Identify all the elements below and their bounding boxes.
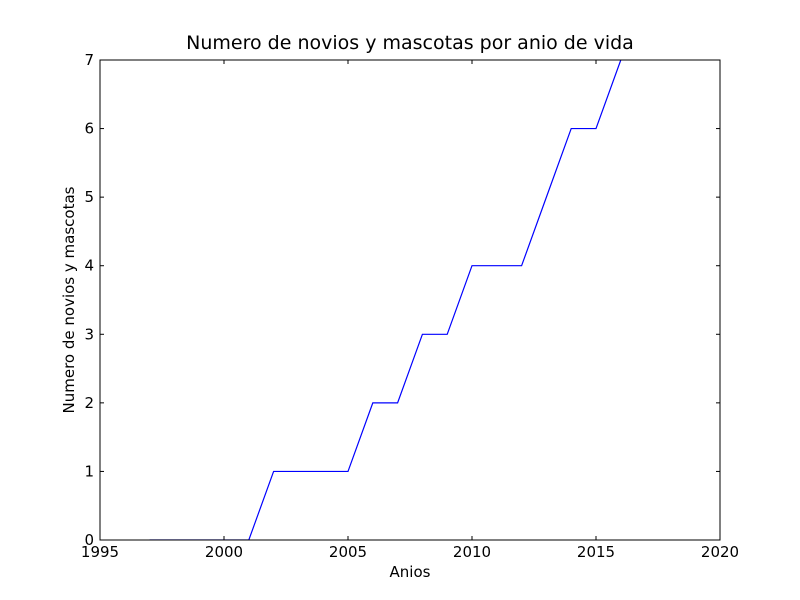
chart-title: Numero de novios y mascotas por anio de … (186, 32, 634, 54)
x-tick-label: 2005 (329, 543, 367, 561)
y-tick-label: 7 (84, 51, 94, 69)
plot-area: 1995 2000 2005 2010 2015 2020 0 1 2 3 4 5 6 7 (81, 51, 739, 561)
x-tick-label: 2000 (205, 543, 243, 561)
x-tick-label: 2015 (577, 543, 615, 561)
x-tick-label: 2020 (701, 543, 739, 561)
y-tick-label: 2 (84, 394, 94, 412)
y-tick-label: 5 (84, 188, 94, 206)
y-tick-label: 1 (84, 462, 94, 480)
x-axis-label: Anios (390, 563, 431, 581)
y-tick-label: 6 (84, 120, 94, 138)
y-axis-label: Numero de novios y mascotas (60, 186, 78, 413)
axes-frame (99, 59, 721, 541)
y-tick-label: 3 (84, 325, 94, 343)
series-line-0 (149, 60, 622, 540)
x-tick-label: 1995 (81, 543, 119, 561)
y-tick-label: 0 (84, 531, 94, 549)
y-tick-label: 4 (84, 257, 94, 275)
x-tick-label: 2010 (453, 543, 491, 561)
